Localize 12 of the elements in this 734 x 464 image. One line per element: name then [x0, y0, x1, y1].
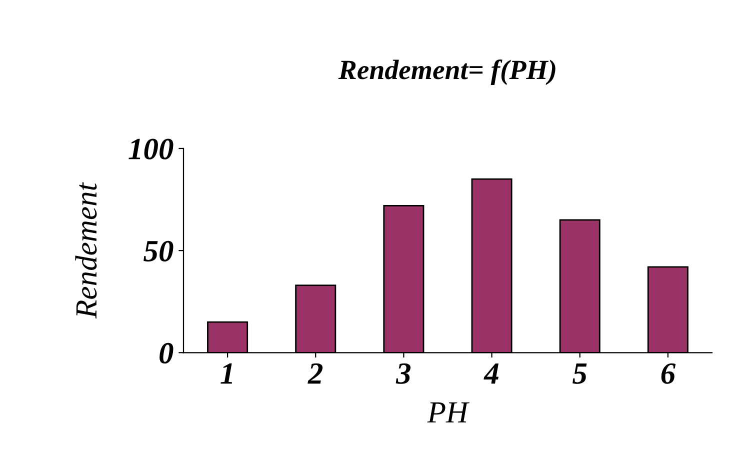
x-tick-label: 5	[572, 364, 587, 384]
y-tick-label: 50	[144, 240, 174, 262]
x-tick-label: 4	[484, 363, 498, 384]
x-tick-label: 1	[220, 363, 232, 384]
y-tick-label: 0	[160, 342, 174, 364]
x-tick-label: 2	[308, 363, 323, 384]
y-tick-label: 100	[128, 138, 174, 160]
y-axis-title: Rendement	[75, 182, 97, 319]
chart-title: Rendement= f(PH)	[338, 59, 556, 85]
x-tick-label: 3	[396, 363, 411, 384]
x-axis-title: PH	[427, 402, 470, 422]
x-tick-label: 6	[661, 363, 676, 384]
